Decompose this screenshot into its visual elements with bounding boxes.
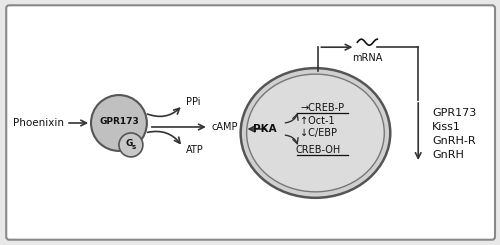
Text: GPR173: GPR173 xyxy=(432,108,476,118)
Text: GnRH-R: GnRH-R xyxy=(432,136,476,146)
Text: mRNA: mRNA xyxy=(352,53,382,63)
Text: Phoenixin: Phoenixin xyxy=(13,118,64,128)
Circle shape xyxy=(119,133,143,157)
Text: ATP: ATP xyxy=(186,145,204,155)
Ellipse shape xyxy=(240,68,390,198)
Text: CREB-OH: CREB-OH xyxy=(296,145,341,155)
Text: ↓C/EBP: ↓C/EBP xyxy=(300,128,338,138)
Text: PPi: PPi xyxy=(186,97,200,107)
Text: G: G xyxy=(125,139,132,148)
Circle shape xyxy=(91,95,147,151)
FancyBboxPatch shape xyxy=(6,5,495,240)
Text: ↑Oct-1: ↑Oct-1 xyxy=(300,116,335,126)
Text: PKA: PKA xyxy=(252,124,276,134)
Text: GPR173: GPR173 xyxy=(99,117,139,125)
Text: s: s xyxy=(132,144,136,150)
Text: GnRH: GnRH xyxy=(432,150,464,160)
Ellipse shape xyxy=(246,74,384,192)
Text: Kiss1: Kiss1 xyxy=(432,122,461,132)
Text: →CREB-P: →CREB-P xyxy=(300,103,344,113)
Text: cAMP: cAMP xyxy=(212,122,238,132)
